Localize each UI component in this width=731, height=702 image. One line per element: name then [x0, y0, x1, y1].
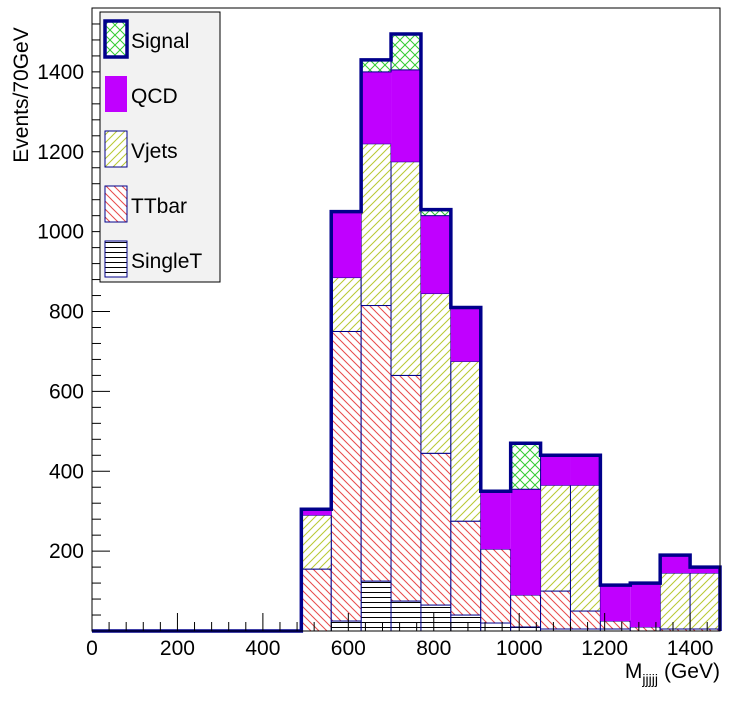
y-tick-label: 1200 [37, 141, 84, 164]
bar-ttbar-bin-7 [300, 568, 332, 632]
bar-vjets-bin-10 [390, 161, 422, 376]
bar-vjets-bin-16 [569, 484, 601, 612]
x-tick-label: 1200 [581, 637, 628, 660]
x-tick-label: 200 [160, 637, 195, 660]
x-axis-label: Mjjjjj (GeV) [625, 660, 720, 687]
legend-label-vjets: Vjets [131, 140, 178, 163]
legend-swatch-qcd [105, 76, 127, 112]
legend-swatch-singlet [104, 240, 128, 278]
bar-qcd-bin-12 [450, 307, 481, 362]
x-axis-label-subscript: jjjjj [641, 671, 658, 687]
bar-ttbar-bin-16 [569, 610, 601, 630]
bar-ttbar-bin-15 [540, 590, 571, 630]
bar-qcd-bin-15 [540, 455, 571, 486]
bar-qcd-bin-13 [480, 491, 511, 550]
bar-qcd-bin-19 [660, 555, 691, 574]
x-tick-label: 600 [331, 637, 366, 660]
bar-ttbar-bin-11 [420, 452, 452, 606]
bar-signal-bin-10 [390, 33, 422, 71]
bar-vjets-bin-15 [540, 484, 571, 592]
bar-qcd-bin-9 [361, 71, 392, 144]
legend-swatch-ttbar [104, 185, 128, 223]
y-axis-label: Events/70GeV [10, 27, 33, 162]
bar-qcd-bin-16 [570, 455, 601, 486]
legend-label-singlet: SingleT [131, 250, 202, 273]
legend-label-signal: Signal [131, 30, 189, 53]
bar-ttbar-bin-8 [330, 330, 362, 622]
bar-qcd-bin-11 [420, 215, 451, 294]
bar-qcd-bin-14 [510, 489, 541, 596]
bars-layer [300, 33, 721, 632]
y-tick-label: 1400 [37, 61, 84, 84]
axes-layer: 0 200 400 600 800 1000 1200 1400 200 400 600 800 100… [37, 7, 721, 660]
legend-swatch-signal [103, 19, 129, 59]
y-tick-label: 1000 [37, 221, 84, 244]
x-tick-label: 1400 [667, 637, 714, 660]
bar-vjets-bin-9 [360, 143, 392, 307]
bar-qcd-bin-8 [331, 211, 362, 278]
y-tick-label: 600 [49, 380, 84, 403]
legend-label-qcd: QCD [131, 85, 178, 108]
bar-ttbar-bin-12 [450, 520, 482, 616]
bar-vjets-bin-7 [300, 514, 332, 570]
bar-ttbar-bin-9 [360, 305, 392, 582]
x-tick-label: 800 [416, 637, 451, 660]
bar-ttbar-bin-10 [390, 374, 422, 602]
bar-qcd-bin-7 [301, 509, 332, 516]
x-tick-label: 0 [86, 637, 98, 660]
bar-singlet-bin-11 [420, 604, 452, 632]
x-axis-label-unit: (GeV) [664, 660, 720, 683]
x-tick-label: 400 [245, 637, 280, 660]
bar-vjets-bin-20 [689, 572, 721, 630]
bar-vjets-bin-8 [330, 277, 362, 332]
bar-qcd-bin-10 [391, 69, 421, 162]
bar-qcd-bin-18 [630, 583, 661, 628]
y-tick-label: 200 [49, 540, 84, 563]
legend-swatch-vjets [104, 130, 128, 168]
bar-vjets-bin-12 [450, 360, 482, 522]
bar-ttbar-bin-14 [510, 594, 542, 628]
bar-signal-bin-14 [510, 442, 542, 490]
y-tick-label: 800 [49, 301, 84, 324]
bar-qcd-bin-20 [690, 567, 720, 574]
legend-label-ttbar: TTbar [131, 195, 187, 218]
bar-signal-bin-9 [360, 59, 392, 73]
bar-vjets-bin-11 [420, 293, 452, 454]
y-tick-label: 400 [49, 460, 84, 483]
bar-qcd-bin-17 [600, 585, 631, 622]
legend: Signal QCD Vjets TTbar SingleT [99, 11, 221, 283]
bar-ttbar-bin-13 [480, 548, 512, 624]
x-tick-label: 1000 [496, 637, 543, 660]
bar-singlet-bin-8 [330, 620, 362, 632]
plot-frame [91, 7, 721, 632]
x-axis-label-main: M [625, 660, 643, 683]
bar-vjets-bin-19 [659, 572, 691, 630]
bar-singlet-bin-12 [450, 614, 482, 632]
